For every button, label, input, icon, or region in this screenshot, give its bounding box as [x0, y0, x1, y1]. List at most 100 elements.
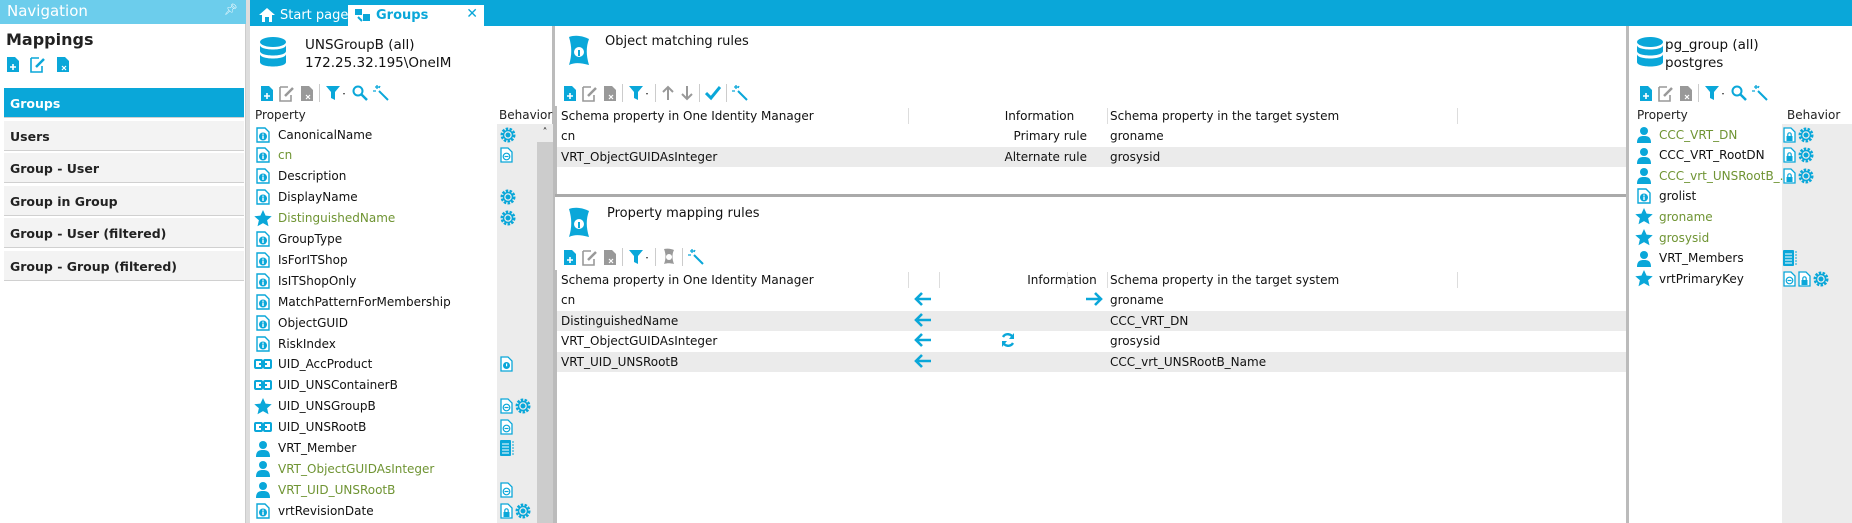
magic-wand-icon[interactable] [732, 85, 748, 101]
column-header-behavior[interactable]: Behavior [1787, 108, 1841, 122]
filter-icon[interactable] [628, 249, 650, 265]
splitter[interactable] [555, 194, 1626, 197]
delete-icon[interactable] [1679, 85, 1693, 102]
new-icon[interactable] [563, 85, 577, 102]
property-row[interactable]: grosysid [1635, 227, 1709, 248]
property-row[interactable]: UID_AccProduct [254, 354, 372, 375]
column-separator[interactable] [1067, 272, 1068, 288]
mapping-row[interactable]: DistinguishedName CCC_VRT_DN [557, 310, 1628, 331]
mapping-row[interactable]: VRT_ObjectGUIDAsInteger grosysid Alternat… [557, 146, 1628, 167]
mapping-row[interactable]: VRT_ObjectGUIDAsInteger grosysid [557, 331, 1628, 351]
property-row[interactable]: VRT_Members [1635, 248, 1744, 269]
property-row[interactable]: DistinguishedName [254, 208, 395, 229]
arrow-up-icon[interactable] [661, 85, 675, 101]
edit-icon[interactable] [30, 56, 46, 76]
nav-item-groups[interactable]: Groups [4, 88, 244, 118]
column-separator[interactable] [1457, 272, 1458, 288]
property-row[interactable]: cn [254, 145, 292, 166]
new-icon[interactable] [563, 249, 577, 266]
property-row[interactable]: VRT_UID_UNSRootB [254, 479, 395, 500]
property-row[interactable]: vrtPrimaryKey [1635, 268, 1744, 289]
column-header-behavior[interactable]: Behavior [499, 108, 553, 122]
tab-start-page[interactable]: Start page [252, 5, 354, 26]
column-separator[interactable] [1107, 272, 1108, 288]
edit-icon[interactable] [582, 85, 598, 102]
property-row[interactable]: groname [1635, 206, 1713, 227]
property-row[interactable]: GroupType [254, 229, 342, 250]
property-row[interactable]: CCC_VRT_RootDN [1635, 145, 1765, 166]
column-separator[interactable] [1107, 108, 1108, 124]
column-header-information[interactable]: Information [1004, 109, 1075, 123]
new-icon[interactable] [260, 85, 274, 102]
column-header-property[interactable]: Property [255, 108, 306, 122]
edit-icon[interactable] [1658, 85, 1674, 102]
mapping-row[interactable]: cn groname Primary rule [557, 126, 1628, 146]
property-row[interactable]: VRT_ObjectGUIDAsInteger [254, 458, 434, 479]
property-row[interactable]: DisplayName [254, 187, 358, 208]
delete-icon[interactable] [603, 85, 617, 102]
nav-item-group-user[interactable]: Group - User [4, 153, 244, 183]
pin-icon[interactable]: 📌︎ [224, 3, 238, 16]
magic-wand-icon[interactable] [1752, 85, 1768, 101]
property-row[interactable]: MatchPatternForMembership [254, 291, 451, 312]
arrow-left-icon[interactable] [914, 353, 932, 371]
script-icon[interactable] [661, 248, 677, 266]
nav-item-group-group-filtered[interactable]: Group - Group (filtered) [4, 250, 244, 281]
property-row[interactable]: CCC_vrt_UNSRootB_... [1635, 165, 1791, 186]
column-header-information[interactable]: Information [1027, 273, 1097, 287]
mapping-row[interactable]: cn groname [557, 290, 1628, 310]
column-separator[interactable] [908, 108, 909, 124]
magic-wand-icon[interactable] [688, 249, 704, 265]
column-header-property[interactable]: Property [1637, 108, 1688, 122]
property-row[interactable]: UID_UNSGroupB [254, 396, 376, 417]
column-header-target[interactable]: Schema property in the target system [1110, 109, 1340, 123]
close-icon[interactable]: ✕ [466, 6, 478, 22]
column-separator[interactable] [939, 272, 940, 288]
tab-groups[interactable]: Groups ✕ [348, 5, 484, 26]
arrow-left-icon[interactable] [914, 312, 932, 330]
delete-icon[interactable] [603, 249, 617, 266]
nav-item-group-user-filtered[interactable]: Group - User (filtered) [4, 218, 244, 248]
property-row[interactable]: CCC_VRT_DN [1635, 124, 1737, 145]
edit-icon[interactable] [582, 249, 598, 266]
delete-icon[interactable] [300, 85, 314, 102]
property-row[interactable]: CanonicalName [254, 124, 372, 145]
column-header-source[interactable]: Schema property in One Identity Manager [561, 109, 814, 123]
column-header-target[interactable]: Schema property in the target system [1110, 273, 1340, 287]
property-row[interactable]: vrtRevisionDate [254, 500, 374, 521]
splitter[interactable] [246, 0, 250, 523]
new-icon[interactable] [1639, 85, 1653, 102]
delete-icon[interactable] [56, 56, 70, 76]
property-row[interactable]: ObjectGUID [254, 312, 348, 333]
edit-icon[interactable] [279, 85, 295, 102]
column-separator[interactable] [1457, 108, 1458, 124]
checkmark-icon[interactable] [705, 85, 721, 101]
arrow-left-icon[interactable] [914, 333, 932, 350]
property-row[interactable]: IsITShopOnly [254, 270, 356, 291]
nav-item-users[interactable]: Users [4, 120, 244, 151]
filter-icon[interactable] [1704, 85, 1726, 101]
filter-icon[interactable] [628, 85, 650, 101]
property-row[interactable]: grolist [1635, 186, 1696, 207]
property-row[interactable]: IsForITShop [254, 249, 348, 270]
search-icon[interactable] [352, 85, 368, 101]
mapping-row[interactable]: VRT_UID_UNSRootB CCC_vrt_UNSRootB_Name [557, 351, 1628, 372]
magic-wand-icon[interactable] [373, 85, 389, 101]
scroll-up-button[interactable]: ˄ [537, 124, 553, 142]
filter-icon[interactable] [325, 85, 347, 101]
property-row[interactable]: UID_UNSRootB [254, 417, 366, 438]
column-separator[interactable] [908, 272, 909, 288]
search-icon[interactable] [1731, 85, 1747, 101]
nav-item-group-in-group[interactable]: Group in Group [4, 185, 244, 216]
property-row[interactable]: VRT_Member [254, 438, 356, 459]
property-row[interactable]: Description [254, 166, 346, 187]
arrow-left-icon[interactable] [914, 292, 932, 309]
new-icon[interactable] [6, 56, 20, 76]
property-row[interactable]: UID_UNSContainerB [254, 375, 398, 396]
property-row[interactable]: RiskIndex [254, 333, 336, 354]
arrow-right-icon[interactable] [1085, 292, 1103, 309]
source-toolbar [260, 82, 389, 104]
arrow-down-icon[interactable] [680, 85, 694, 101]
scrollbar[interactable]: ˄ [537, 124, 553, 523]
column-header-source[interactable]: Schema property in One Identity Manager [561, 273, 814, 287]
